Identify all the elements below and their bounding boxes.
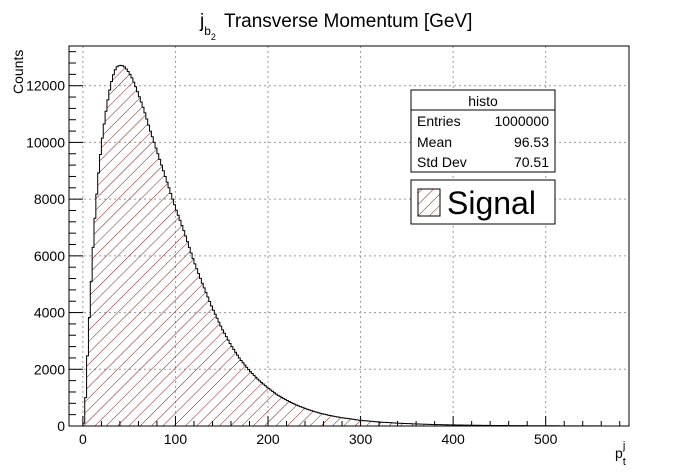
legend: Signal [410,179,556,225]
stats-box-title: histo [468,93,498,109]
grid-lines [69,46,629,426]
y-tick-label: 2000 [34,361,65,377]
tick-labels: 0 100 200 300 400 500 0 2000 4000 6000 8000 10000 12… [26,78,558,447]
plot-frame [68,45,630,427]
y-tick-label: 4000 [34,305,65,321]
y-tick-label: 12000 [26,78,65,94]
chart-title: jb2 Transverse Momentum [GeV] [199,11,472,42]
y-tick-label: 6000 [34,248,65,264]
stats-box: histo Entries 1000000 Mean 96.53 Std Dev… [410,89,556,173]
legend-swatch-signal [417,188,441,217]
x-tick-label: 400 [441,431,465,447]
stats-mean-label: Mean [417,134,452,150]
title-main: j [199,11,204,32]
x-axis-title-sup: j [622,440,625,452]
x-tick-label: 500 [534,431,558,447]
title-subsub: 2 [211,32,216,42]
y-axis-title: Counts [10,50,26,94]
x-tick-label: 200 [256,431,280,447]
x-axis-title-sub: t [623,456,626,468]
title-rest: Transverse Momentum [GeV] [224,11,472,32]
stats-stddev-label: Std Dev [417,154,467,170]
stats-mean-value: 96.53 [514,134,549,150]
axes [68,45,630,427]
x-tick-label: 100 [164,431,188,447]
legend-label-signal: Signal [447,185,536,221]
stats-entries-label: Entries [417,113,461,129]
x-tick-label: 300 [349,431,373,447]
stats-box-frame [410,89,556,173]
title-sub: b [204,24,211,38]
y-tick-label: 0 [57,418,65,434]
y-tick-label: 10000 [26,134,65,150]
x-tick-label: 0 [79,431,87,447]
x-axis-title: ptj [615,440,626,468]
x-axis-title-main: p [615,445,623,461]
stats-entries-value: 1000000 [494,113,549,129]
y-tick-label: 8000 [34,191,65,207]
stats-stddev-value: 70.51 [514,154,549,170]
